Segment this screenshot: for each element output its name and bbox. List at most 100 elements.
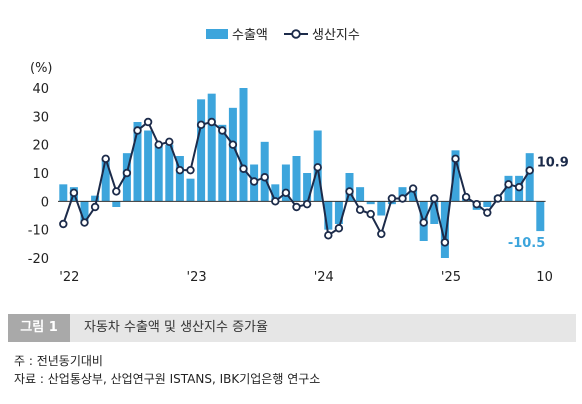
production-index-marker [133, 126, 142, 135]
production-index-marker [239, 164, 248, 173]
export-bar [387, 201, 396, 205]
export-bar [154, 144, 163, 202]
production-index-marker [525, 166, 534, 175]
y-tick-label: 30 [32, 110, 49, 125]
production-index-marker [69, 188, 79, 198]
production-index-marker [345, 187, 354, 196]
export-bar [483, 201, 492, 207]
export-bar [59, 184, 68, 202]
production-index-marker [514, 182, 524, 192]
production-index-marker [419, 218, 428, 227]
legend-label-exports: 수출액 [232, 28, 268, 43]
export-bar [122, 153, 131, 202]
export-bar [260, 141, 269, 202]
x-tick-label: 10 [536, 270, 553, 285]
export-bar [239, 88, 248, 202]
production-index-marker [430, 194, 439, 203]
production-index-marker [260, 173, 269, 182]
y-unit-label: (%) [30, 61, 53, 76]
production-index-marker [218, 126, 227, 135]
production-index-marker [112, 187, 121, 196]
y-tick-label: 10 [32, 167, 49, 182]
data-callout-label: 10.9 [537, 155, 569, 170]
export-bar [91, 195, 100, 202]
export-bar [144, 130, 153, 202]
export-bar [430, 201, 439, 224]
export-bar [440, 201, 449, 258]
export-bar [356, 187, 365, 202]
y-tick-label: 0 [41, 195, 49, 210]
export-bar [207, 93, 216, 202]
figure-number-tag: 그림 1 [8, 314, 70, 342]
production-index-marker [334, 224, 344, 233]
production-index-marker [271, 197, 280, 206]
export-bar [112, 201, 121, 207]
export-bar [398, 187, 407, 202]
export-bar [377, 201, 386, 216]
export-bar [536, 201, 545, 232]
export-bar [80, 201, 89, 224]
figure-caption-title: 자동차 수출액 및 생산지수 증가율 [84, 320, 268, 335]
y-tick-label: -20 [28, 252, 49, 267]
export-bar [292, 156, 301, 202]
x-tick-label: '23 [187, 270, 207, 285]
production-index-marker [154, 140, 163, 149]
y-tick-label: 40 [32, 82, 49, 97]
production-index-marker [249, 177, 259, 186]
production-index-marker [504, 180, 513, 189]
production-index-marker [461, 192, 471, 202]
production-index-marker [493, 194, 503, 203]
production-index-marker [101, 154, 110, 164]
legend-label-production: 생산지수 [312, 28, 360, 43]
production-index-marker [313, 163, 322, 172]
production-index-marker [90, 202, 100, 212]
production-index-marker [366, 209, 375, 219]
production-index-marker [377, 229, 386, 239]
production-index-marker [80, 218, 89, 227]
production-index-marker [59, 219, 68, 229]
legend-swatch-exports [206, 29, 228, 39]
export-bar [409, 190, 418, 202]
export-bar [133, 122, 142, 202]
production-index-marker [472, 199, 481, 209]
export-bar [525, 153, 534, 202]
export-bar [324, 201, 333, 230]
production-index-marker [122, 168, 132, 178]
production-index-marker [186, 165, 195, 175]
production-index-marker [228, 140, 238, 149]
production-index-marker [175, 165, 185, 175]
export-bar [281, 164, 290, 202]
x-tick-label: '22 [59, 270, 79, 285]
x-tick-label: '25 [441, 270, 461, 285]
export-bar [271, 184, 280, 202]
export-bar [366, 201, 375, 205]
production-index-marker [398, 194, 407, 203]
production-index-marker [387, 194, 397, 203]
export-bar [228, 107, 237, 202]
production-index-marker [207, 117, 216, 127]
production-index-marker [483, 208, 492, 217]
y-tick-label: 20 [32, 139, 49, 154]
chart-legend: 수출액 생산지수 [206, 28, 360, 43]
y-tick-label: -10 [28, 224, 49, 239]
production-index-marker [408, 184, 418, 193]
production-index-marker [165, 137, 174, 147]
production-index-marker [324, 231, 333, 240]
production-index-marker [355, 205, 365, 215]
production-index-marker [281, 188, 291, 198]
export-bar [175, 156, 184, 202]
x-tick-label: '24 [314, 270, 334, 285]
export-bar [197, 99, 206, 202]
production-index-marker [143, 117, 153, 127]
combo-chart: 수출액 생산지수 (%) 40 30 20 10 0 -10 -20 '22 '23 '24 '2… [28, 28, 569, 285]
export-bar [303, 173, 312, 202]
production-index-marker [196, 120, 206, 130]
legend-marker-production [291, 29, 301, 39]
export-bar [451, 150, 460, 202]
export-bar [218, 124, 227, 202]
figure-caption-bar: 그림 1 자동차 수출액 및 생산지수 증가율 [8, 314, 576, 342]
export-bar [101, 158, 110, 202]
source-note: 자료 : 산업통상부, 산업연구원 ISTANS, IBK기업은행 연구소 [14, 372, 321, 386]
data-callout-label: -10.5 [508, 236, 545, 251]
export-bar [334, 201, 343, 224]
